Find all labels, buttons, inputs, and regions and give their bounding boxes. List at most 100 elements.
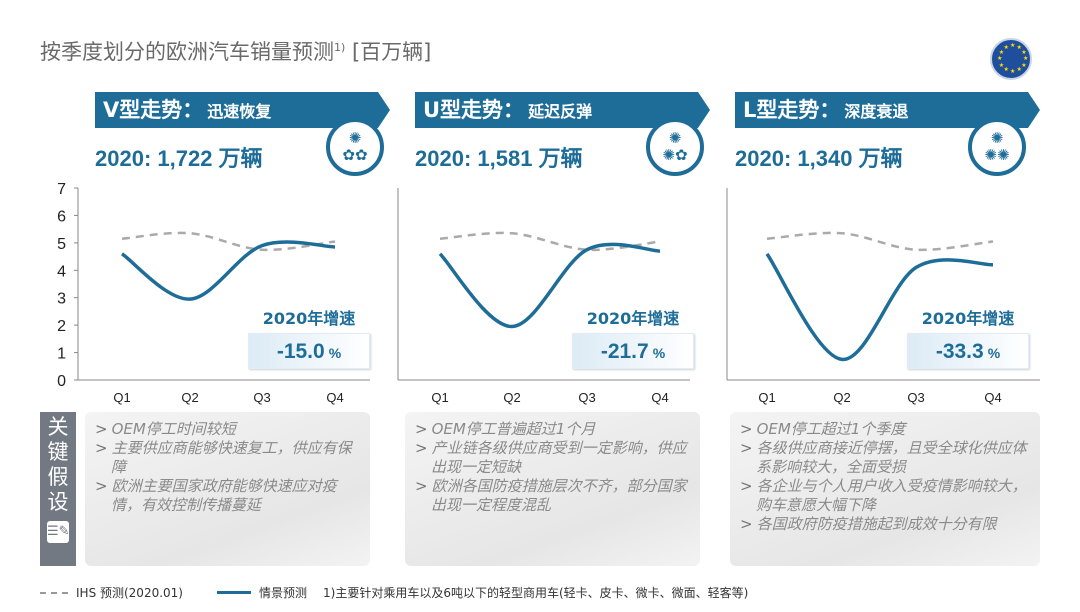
assumption-item: > OEM停工时间较短 <box>95 420 236 438</box>
x-tick-label: Q1 <box>113 390 130 405</box>
assumption-item: > 各企业与个人用户收入受疫情影响较大，购车意愿大幅下降 <box>740 477 1027 514</box>
assumption-item: > 主要供应商能够快速复工，供应有保障 <box>95 439 352 476</box>
flag-star: ★ <box>998 48 1005 56</box>
assumption-item: > 各级供应商接近停摆，且受全球化供应体系影响较大，全面受损 <box>740 439 1027 476</box>
assumptions-list: > OEM停工超过1个季度 > 各级供应商接近停摆，且受全球化供应体系影响较大，全面受… <box>730 412 1040 566</box>
x-tick-label: Q2 <box>503 390 520 405</box>
flag-star: ★ <box>1003 43 1009 51</box>
growth-unit: % <box>652 345 666 361</box>
assumption-item: > 各国政府防疫措施起到成效十分有限 <box>740 515 997 533</box>
growth-box: -15.0% <box>248 333 370 369</box>
x-tick-label: Q2 <box>833 390 850 405</box>
assumption-text: 主要供应商能够快速复工，供应有保障 <box>111 439 352 476</box>
virus-icon: ✺ ✿✿ <box>326 118 384 176</box>
growth-label: 2020年增速 <box>921 309 1015 328</box>
assumptions-list: > OEM停工时间较短 > 主要供应商能够快速复工，供应有保障 > 欧洲主要国家政府能够快… <box>85 412 370 566</box>
ihs-forecast-line <box>439 231 661 252</box>
title-unit: [百万辆] <box>351 40 432 64</box>
legend-scenario-label: 情景预测 <box>258 586 307 600</box>
growth-label: 2020年增速 <box>586 309 680 328</box>
flag-star: ★ <box>1016 66 1022 74</box>
assumption-text: 各级供应商接近停摆，且受全球化供应体系影响较大，全面受损 <box>756 439 1027 476</box>
x-tick-label: Q1 <box>431 390 448 405</box>
assumption-text: 各国政府防疫措施起到成效十分有限 <box>756 515 997 533</box>
flag-star: ★ <box>1016 43 1022 51</box>
assumption-text: 欧洲各国防疫措施层次不齐，部分国家出现一定程度混乱 <box>431 477 687 514</box>
x-tick-label: Q3 <box>253 390 270 405</box>
x-tick-label: Q1 <box>758 390 775 405</box>
edit-list-icon: ☰✎ <box>47 521 70 543</box>
key-label-text: 关键假设 <box>47 415 69 514</box>
assumption-text: OEM停工时间较短 <box>111 420 236 438</box>
growth-unit: % <box>328 345 342 361</box>
scenario-forecast-line <box>438 242 661 329</box>
ihs-forecast-line <box>121 231 336 252</box>
growth-value: -15.0 <box>276 340 325 363</box>
title-footnote-mark: 1) <box>334 41 346 54</box>
virus-icon: ✺ ✺✿ <box>646 118 704 176</box>
flag-star: ★ <box>997 55 1003 62</box>
flag-star: ★ <box>1021 48 1027 56</box>
legend-ihs-swatch <box>40 591 68 594</box>
legend-scenario-swatch <box>216 591 251 594</box>
flag-star: ★ <box>1010 68 1016 75</box>
x-tick-label: Q4 <box>326 390 343 405</box>
y-tick-label: 3 <box>57 291 66 308</box>
x-tick-label: Q3 <box>578 390 595 405</box>
x-tick-label: Q3 <box>907 390 924 405</box>
x-tick-label: Q2 <box>181 390 198 405</box>
assumption-item: > 欧洲各国防疫措施层次不齐，部分国家出现一定程度混乱 <box>415 477 687 514</box>
scenario-total: 2020: 1,340 万辆 <box>735 146 903 171</box>
y-tick-label: 4 <box>57 263 66 280</box>
page-title: 按季度划分的欧洲汽车销量预测1) [百万辆] <box>40 36 431 66</box>
scenario-total: 2020: 1,581 万辆 <box>415 146 583 171</box>
scenario-subtitle: 延迟反弹 <box>528 102 593 121</box>
scenario-subtitle: 深度衰退 <box>844 102 909 121</box>
flag-star: ★ <box>1003 66 1009 74</box>
flag-star: ★ <box>1021 61 1027 69</box>
legend-ihs-label: IHS 预测(2020.01) <box>76 586 183 600</box>
growth-box: -33.3% <box>907 333 1029 369</box>
scenario-type: V型走势： <box>103 98 204 122</box>
eu-flag-icon: ★ ★ ★ ★ ★ ★ ★ ★ ★ ★ ★ ★ <box>990 38 1032 80</box>
y-tick-label: 1 <box>57 346 66 363</box>
y-tick-label: 0 <box>57 373 66 390</box>
key-assumptions-label: 关键假设 ☰✎ <box>40 412 76 566</box>
ihs-forecast-line <box>766 231 994 252</box>
y-tick-label: 6 <box>57 208 66 225</box>
virus-icon: ✺ ✺✺ <box>968 118 1026 176</box>
assumption-item: > OEM停工超过1个季度 <box>740 420 906 438</box>
assumption-text: 各企业与个人用户收入受疫情影响较大，购车意愿大幅下降 <box>756 477 1027 514</box>
growth-box: -21.7% <box>572 333 694 369</box>
growth-unit: % <box>987 345 1001 361</box>
growth-value: -21.7 <box>600 340 649 363</box>
assumption-item: > OEM停工普遍超过1个月 <box>415 420 596 438</box>
scenario-type: U型走势： <box>423 98 525 122</box>
scenario-total: 2020: 1,722 万辆 <box>95 146 263 171</box>
x-tick-label: Q4 <box>651 390 668 405</box>
scenario-subtitle: 迅速恢复 <box>207 102 272 121</box>
y-tick-label: 2 <box>57 318 66 335</box>
x-tick-label: Q4 <box>984 390 1001 405</box>
charts-canvas: 0 1 2 3 4 5 6 7 Q1 Q2 Q3 Q4 Q1 Q2 Q3 Q4 Q1 Q2 Q3 Q4 <box>57 181 1040 405</box>
assumption-text: 产业链各级供应商受到一定影响，供应出现一定短缺 <box>431 439 687 476</box>
scenario-forecast-line <box>765 252 994 362</box>
growth-label: 2020年增速 <box>262 309 356 328</box>
y-tick-label: 5 <box>57 236 66 253</box>
assumption-text: 欧洲主要国家政府能够快速应对疫情，有效控制传播蔓延 <box>111 477 337 514</box>
assumption-text: OEM停工超过1个季度 <box>756 420 906 438</box>
assumptions-list: > OEM停工普遍超过1个月 > 产业链各级供应商受到一定影响，供应出现一定短缺 > 欧洲… <box>405 412 700 566</box>
scenario-forecast-line <box>120 240 336 301</box>
y-tick-label: 7 <box>57 181 66 198</box>
footnote: 1)主要针对乘用车以及6吨以下的轻型商用车(轻卡、皮卡、微卡、微面、轻客等) <box>323 586 749 600</box>
flag-star: ★ <box>1010 42 1016 49</box>
scenario-type: L型走势： <box>743 98 841 122</box>
flag-star: ★ <box>1023 55 1029 62</box>
growth-value: -33.3 <box>935 340 984 363</box>
assumption-item: > 产业链各级供应商受到一定影响，供应出现一定短缺 <box>415 439 687 476</box>
flag-star: ★ <box>998 61 1005 69</box>
assumption-text: OEM停工普遍超过1个月 <box>431 420 596 438</box>
title-text: 按季度划分的欧洲汽车销量预测 <box>40 40 334 64</box>
assumption-item: > 欧洲主要国家政府能够快速应对疫情，有效控制传播蔓延 <box>95 477 337 514</box>
legend-footer: IHS 预测(2020.01) 情景预测 1)主要针对乘用车以及6吨以下的轻型商… <box>40 584 748 601</box>
